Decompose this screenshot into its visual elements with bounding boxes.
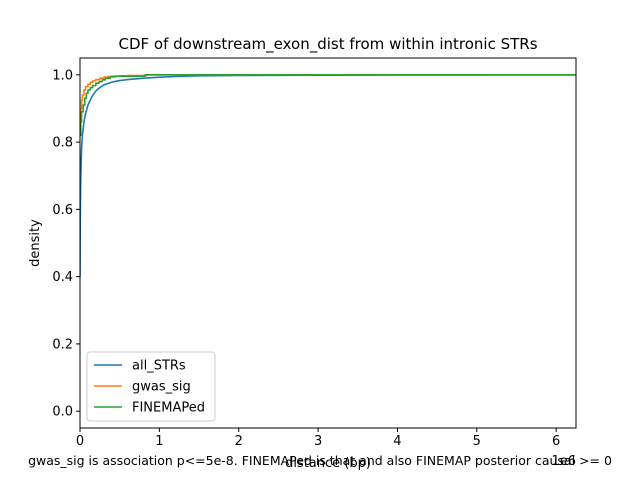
x-axis-offset-text: 1e6 <box>551 454 576 469</box>
plot-frame <box>79 57 577 429</box>
y-tick-label: 1.0 <box>52 68 73 83</box>
series-layer <box>80 74 576 277</box>
x-tick-label: 1 <box>155 434 163 449</box>
chart-title: CDF of downstream_exon_dist from within … <box>118 35 537 54</box>
y-tick-label: 0.4 <box>52 270 73 285</box>
y-tick-label: 0.6 <box>52 203 73 218</box>
y-axis: 0.0 0.2 0.4 0.6 0.8 1.0 <box>52 68 80 420</box>
x-tick-label: 2 <box>235 434 243 449</box>
legend-box <box>86 351 216 422</box>
y-tick-label: 0.8 <box>52 136 73 151</box>
legend-label-all-strs: all_STRs <box>132 359 186 374</box>
x-tick-label: 5 <box>473 434 481 449</box>
legend-label-gwas-sig: gwas_sig <box>132 380 191 395</box>
legend: all_STRs gwas_sig FINEMAPed <box>86 351 216 422</box>
x-axis-label: distance (bp) <box>285 456 371 471</box>
x-tick-label: 3 <box>314 434 322 449</box>
figure-caption: gwas_sig is association p<=5e-8. FINEMAP… <box>28 453 612 468</box>
legend-label-finemaped: FINEMAPed <box>132 401 205 416</box>
y-axis-label: density <box>28 219 43 267</box>
y-tick-label: 0.0 <box>52 405 73 420</box>
x-tick-label: 6 <box>552 434 560 449</box>
x-axis: 0 1 2 3 4 5 6 <box>76 428 560 449</box>
series-line-finemaped <box>80 74 576 137</box>
x-tick-label: 0 <box>76 434 84 449</box>
x-tick-label: 4 <box>393 434 401 449</box>
y-tick-label: 0.2 <box>52 337 73 352</box>
